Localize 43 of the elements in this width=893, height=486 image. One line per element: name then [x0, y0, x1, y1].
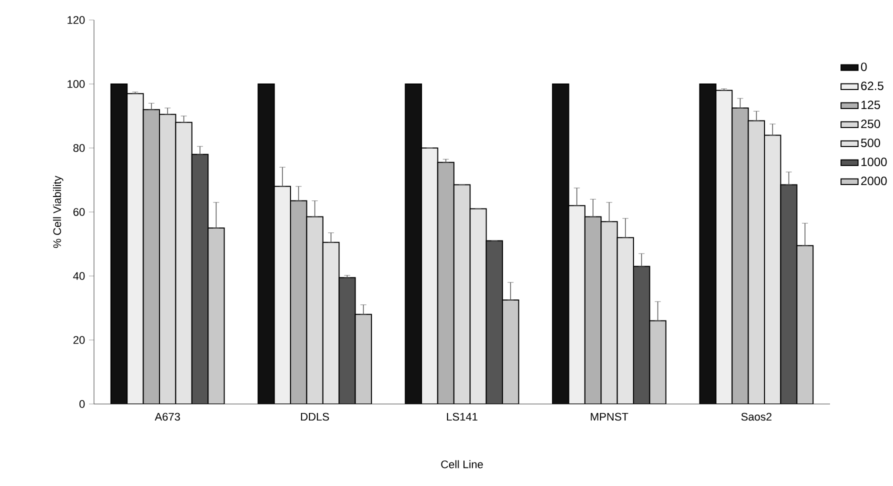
x-tick-label: LS141	[447, 412, 478, 421]
legend-label: 0	[861, 62, 867, 72]
bar	[126, 93, 144, 404]
bar	[568, 205, 586, 404]
y-tick-label: 0	[79, 400, 85, 408]
bar	[584, 216, 602, 404]
bar	[421, 147, 438, 404]
bar	[552, 83, 570, 404]
legend-label: 2000	[861, 176, 887, 186]
bar	[274, 186, 292, 404]
y-tick-label: 20	[73, 336, 85, 344]
bar	[142, 109, 160, 404]
x-tick-label: DDLS	[301, 412, 329, 421]
bar	[502, 299, 520, 404]
y-tick-label: 120	[68, 16, 85, 24]
bar	[338, 277, 356, 404]
bar	[404, 83, 422, 404]
y-tick-label: 100	[68, 80, 85, 88]
x-tick-label: A673	[154, 412, 180, 421]
x-tick-label: MPNST	[590, 412, 628, 421]
y-tick-label: 60	[73, 208, 85, 216]
bar	[486, 240, 503, 404]
y-tick-label: 40	[73, 272, 85, 280]
legend-label: 1000	[861, 158, 887, 166]
bar	[699, 83, 716, 404]
bar	[649, 320, 666, 404]
x-axis-title: Cell Line	[441, 460, 483, 468]
bar	[110, 83, 128, 404]
legend-label: 125	[861, 100, 880, 110]
y-tick-label: 80	[73, 144, 85, 152]
legend-label: 500	[861, 138, 880, 148]
bar	[715, 90, 733, 404]
legend-label: 62.5	[861, 82, 884, 90]
bar	[354, 314, 372, 404]
y-axis-title: % Cell Viability	[53, 176, 64, 248]
legend-label: 250	[861, 120, 880, 128]
bar	[796, 245, 814, 404]
x-tick-label: Saos2	[741, 412, 772, 421]
bar	[258, 83, 275, 404]
bar	[732, 107, 749, 404]
bar	[290, 200, 308, 404]
bar	[208, 227, 225, 404]
bar	[437, 162, 454, 404]
